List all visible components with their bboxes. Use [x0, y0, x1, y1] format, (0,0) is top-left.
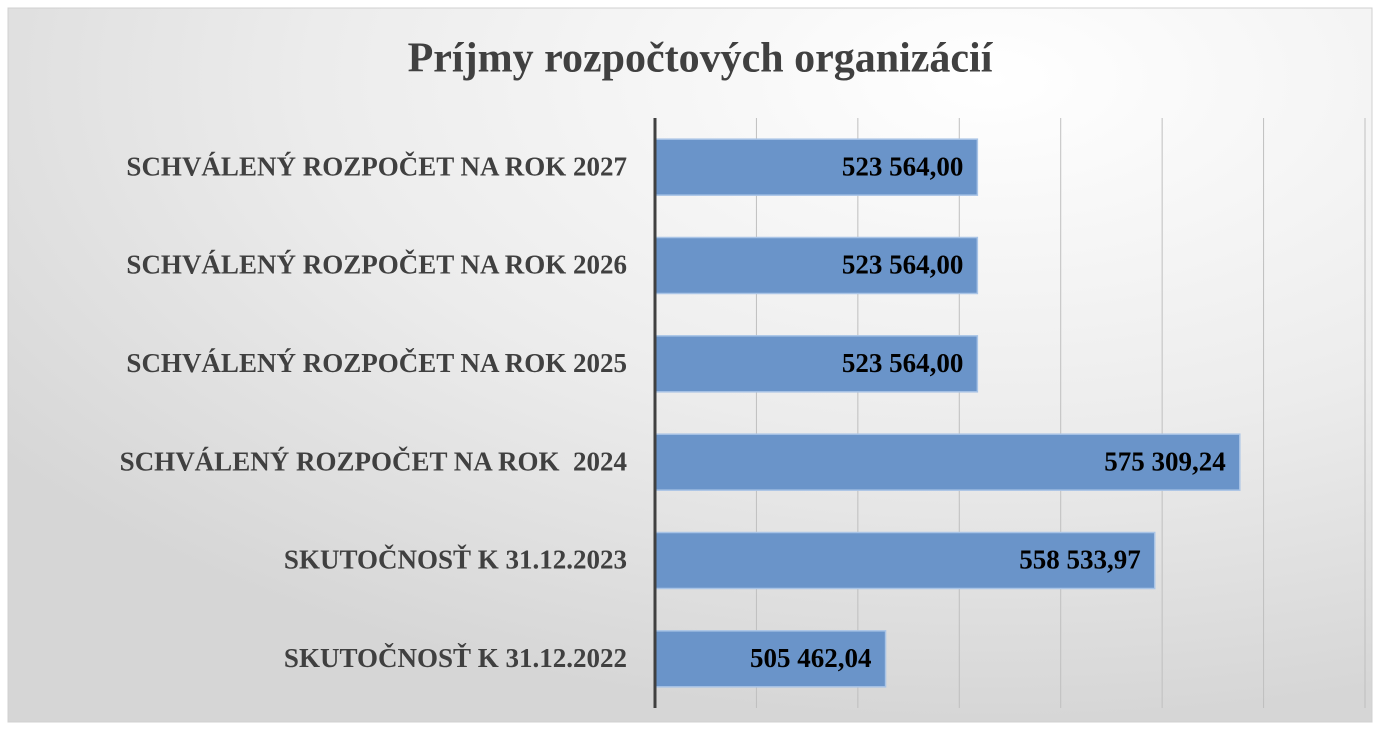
bar	[654, 335, 979, 393]
y-tick-label: SKUTOČNOSŤ K 31.12.2022	[284, 643, 627, 673]
data-label: 523 564,00	[842, 250, 964, 280]
data-label: 558 533,97	[1019, 545, 1141, 575]
bar	[654, 138, 979, 196]
data-label: 523 564,00	[842, 348, 964, 378]
data-label: 523 564,00	[842, 151, 964, 181]
y-tick-label: SCHVÁLENÝ ROZPOČET NA ROK 2027	[126, 151, 627, 181]
y-tick-label: SKUTOČNOSŤ K 31.12.2023	[284, 545, 627, 575]
data-label: 505 462,04	[750, 643, 872, 673]
y-tick-label: SCHVÁLENÝ ROZPOČET NA ROK 2024	[120, 446, 627, 476]
y-tick-label: SCHVÁLENÝ ROZPOČET NA ROK 2025	[126, 348, 627, 378]
chart-title: Príjmy rozpočtových organizácií	[408, 36, 994, 82]
bar	[654, 630, 887, 688]
bar	[654, 531, 1156, 590]
data-label: 575 309,24	[1104, 446, 1226, 476]
bar	[654, 433, 1241, 491]
bar	[654, 236, 979, 295]
y-tick-label: SCHVÁLENÝ ROZPOČET NA ROK 2026	[126, 250, 627, 280]
